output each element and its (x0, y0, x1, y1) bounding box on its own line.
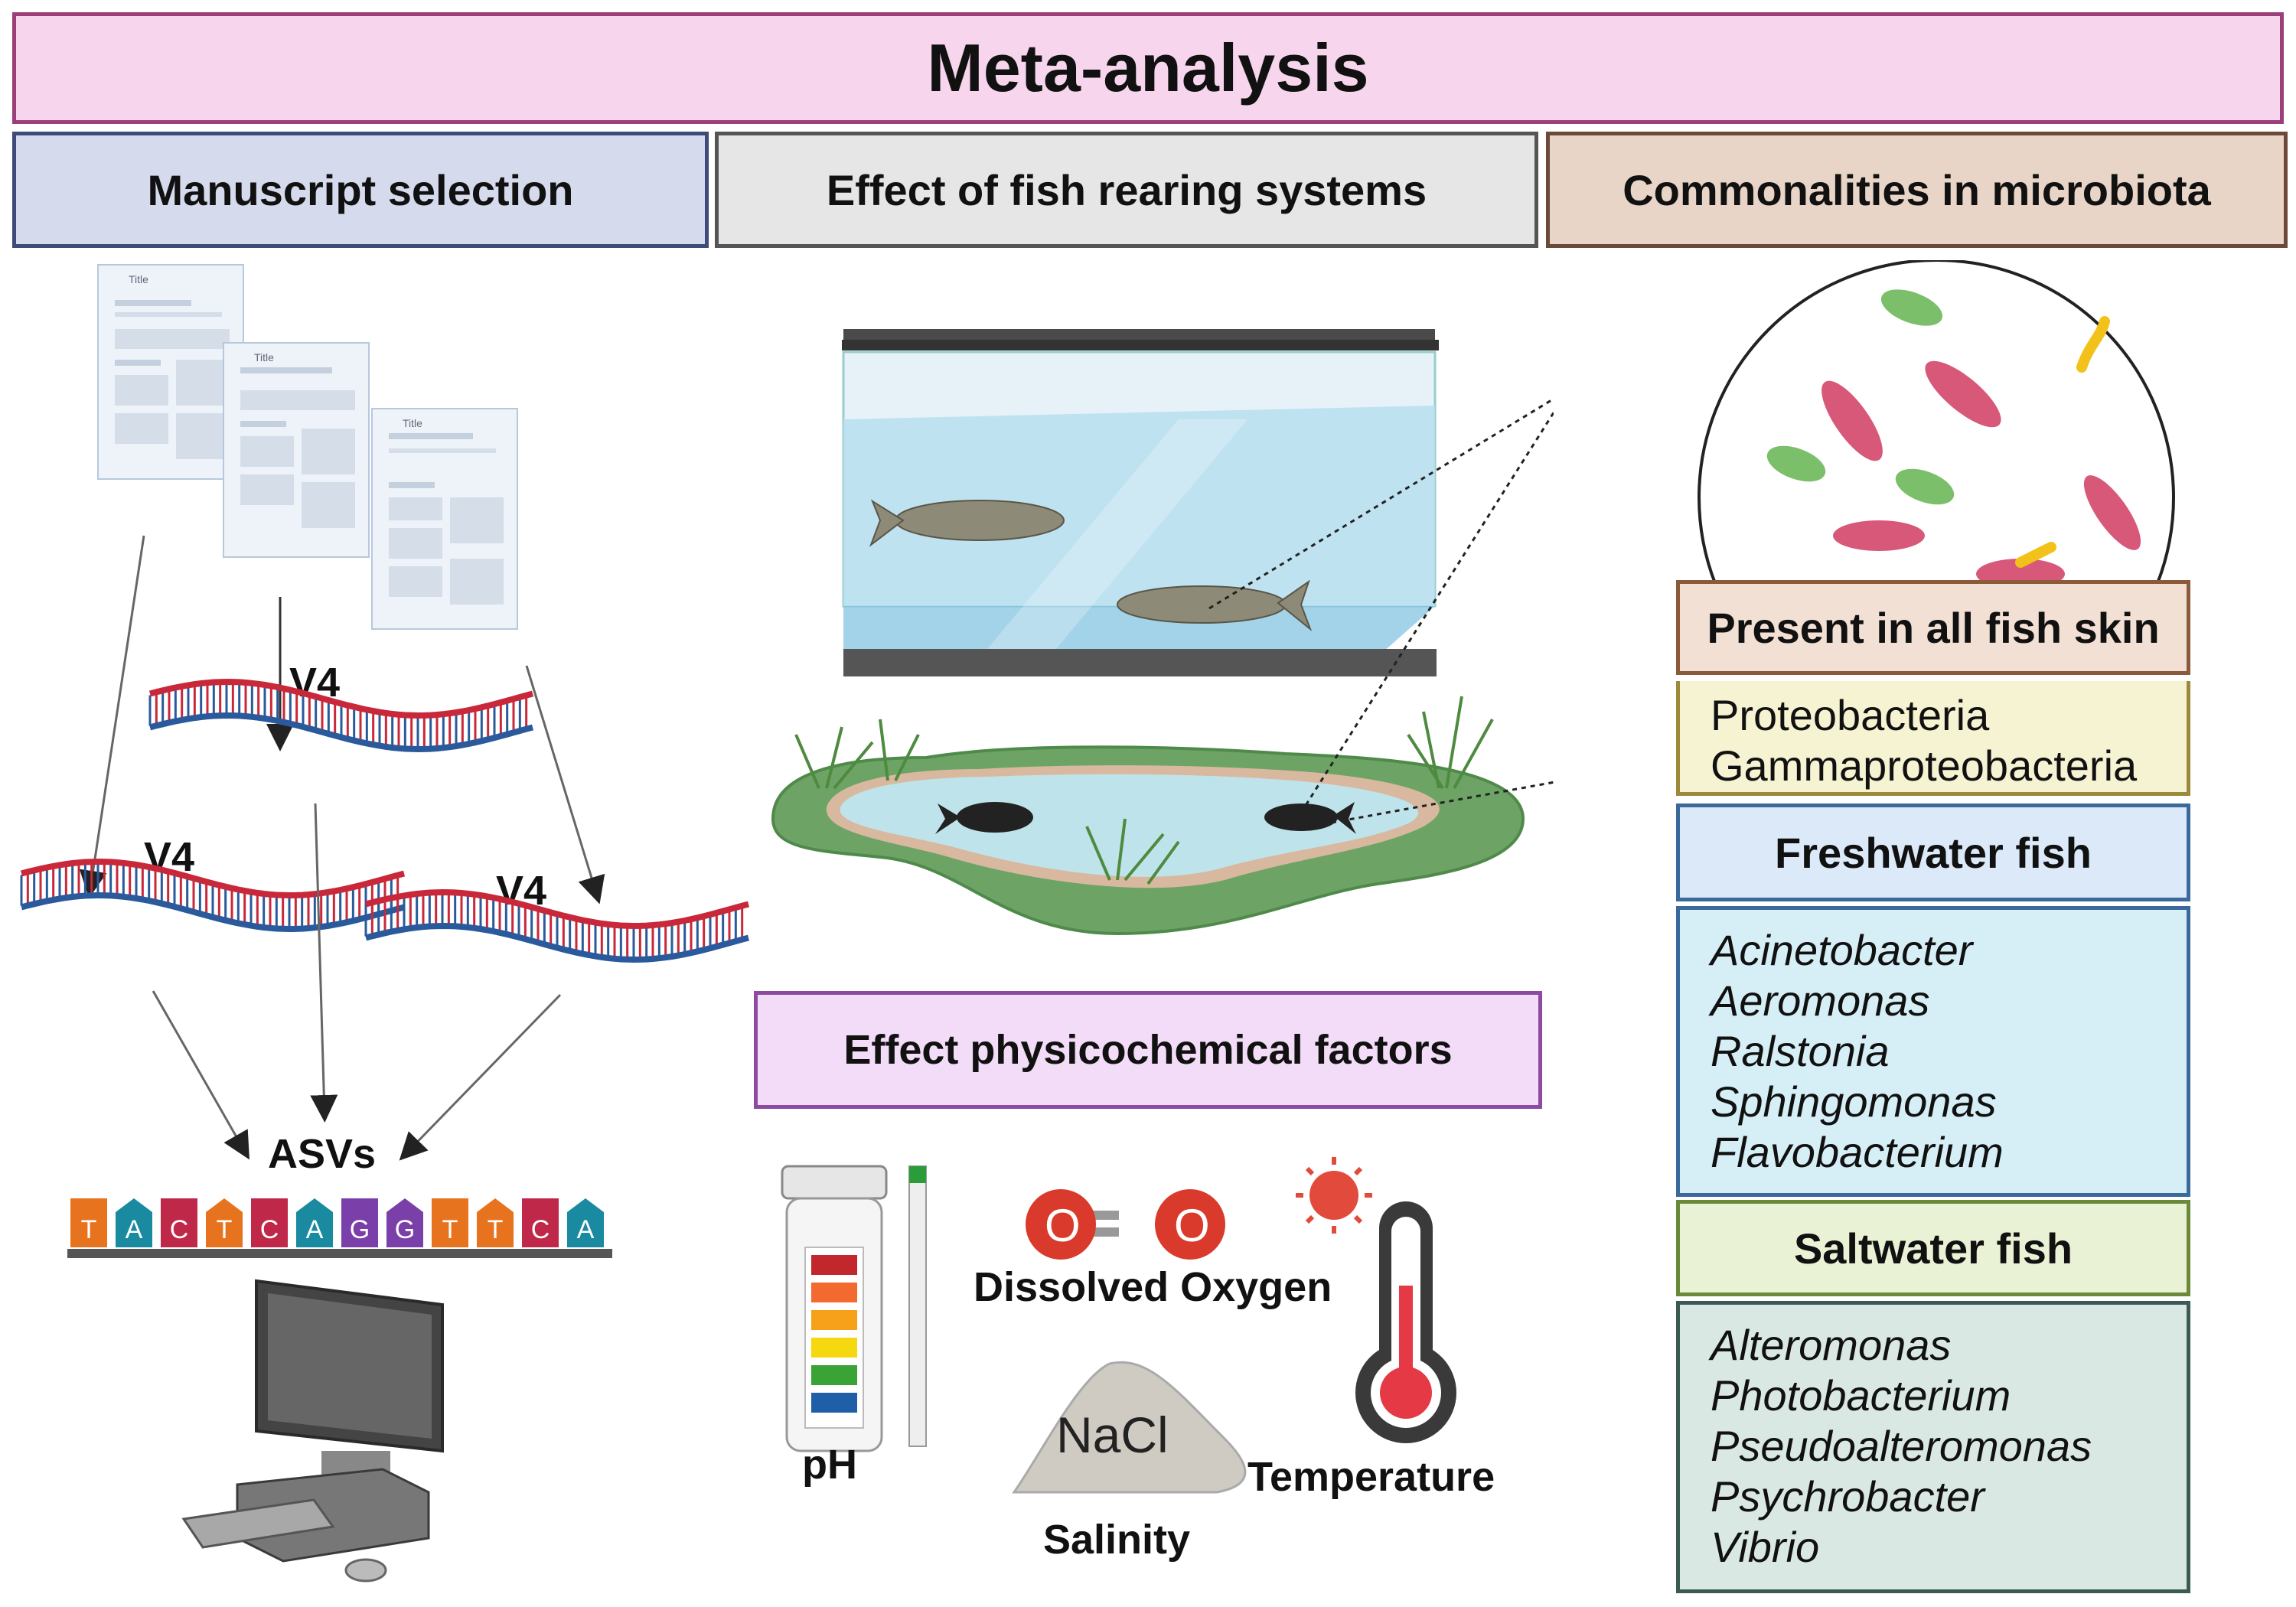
svg-text:O: O (1174, 1200, 1210, 1251)
nucleotide-tag: A (296, 1198, 333, 1247)
saltwater-list: Alteromonas Photobacterium Pseudoalteromon… (1676, 1301, 2190, 1593)
rearing-systems-illustration (771, 329, 1554, 936)
skin-panel: Present in all fish skin Proteobacteria G… (1676, 580, 2190, 796)
fish-icon (1117, 579, 1313, 632)
nucleotide-tag: G (341, 1198, 378, 1247)
header-manuscript-selection: Manuscript selection (12, 132, 709, 248)
dna-strand-icon (20, 858, 406, 933)
oxygen-molecule-icon: O O (1026, 1189, 1225, 1260)
header-rearing-systems: Effect of fish rearing systems (715, 132, 1538, 248)
nucleotide-tag: C (251, 1198, 288, 1247)
svg-text:Title: Title (129, 273, 148, 285)
document-icon: Title (97, 264, 244, 480)
microbiota-zoom-icon (1698, 260, 2175, 597)
svg-text:T: T (442, 1215, 458, 1244)
dna-strand-icon (364, 888, 750, 963)
freshwater-panel: Freshwater fish Acinetobacter Aeromonas Ra… (1676, 804, 2190, 1197)
temperature-label: Temperature (1247, 1454, 1495, 1500)
aquarium-icon (842, 329, 1439, 676)
nucleotide-tag: C (522, 1198, 559, 1247)
svg-text:A: A (126, 1215, 143, 1244)
document-icon: Title (371, 408, 518, 630)
skin-list: Proteobacteria Gammaproteobacteria (1676, 681, 2190, 796)
sun-icon (1296, 1157, 1372, 1234)
nucleotide-tag: T (432, 1198, 468, 1247)
document-icon: Title (223, 342, 370, 558)
asv-baseline (67, 1249, 612, 1258)
freshwater-item: Flavobacterium (1711, 1128, 2004, 1176)
svg-text:T: T (81, 1215, 97, 1244)
ph-bottle-icon (781, 1165, 927, 1452)
saltwater-item: Vibrio (1711, 1523, 1820, 1571)
svg-text:A: A (306, 1215, 324, 1244)
svg-text:T: T (217, 1215, 233, 1244)
svg-text:Title: Title (403, 417, 422, 429)
manuscript-pipeline: Title Title Title V4 V4 V4 ASVs (20, 264, 750, 1583)
saltwater-item: Photobacterium (1711, 1371, 2011, 1420)
freshwater-title: Freshwater fish (1676, 804, 2190, 901)
nucleotide-tag: T (477, 1198, 514, 1247)
saltwater-item: Alteromonas (1711, 1321, 1952, 1369)
nucleotide-tag: T (206, 1198, 243, 1247)
saltwater-item: Pseudoalteromonas (1711, 1422, 2092, 1470)
pond-icon (771, 696, 1525, 936)
freshwater-list: Acinetobacter Aeromonas Ralstonia Sphingomo… (1676, 906, 2190, 1197)
skin-item: Gammaproteobacteria (1711, 742, 2138, 790)
fish-icon (869, 499, 1065, 547)
ph-label: pH (802, 1442, 857, 1488)
dissolved-oxygen-label: Dissolved Oxygen (974, 1264, 1332, 1310)
freshwater-item: Sphingomonas (1711, 1077, 1997, 1126)
freshwater-item: Aeromonas (1711, 976, 1930, 1025)
freshwater-item: Ralstonia (1711, 1027, 1890, 1075)
skin-title: Present in all fish skin (1676, 580, 2190, 675)
asv-label: ASVs (268, 1131, 376, 1177)
saltwater-title: Saltwater fish (1676, 1200, 2190, 1296)
svg-text:G: G (350, 1215, 370, 1244)
svg-text:A: A (577, 1215, 595, 1244)
nucleotide-tag: C (161, 1198, 197, 1247)
svg-text:T: T (488, 1215, 504, 1244)
svg-text:C: C (170, 1215, 189, 1244)
nucleotide-tag: T (70, 1198, 107, 1247)
computer-icon (181, 1279, 444, 1583)
nucleotide-tag: A (567, 1198, 604, 1247)
salt-pile-icon (1012, 1361, 1247, 1494)
svg-text:C: C (260, 1215, 279, 1244)
physicochemical-icons: pH O O Dissolved Oxygen NaCl Salinity Te… (781, 1157, 1495, 1563)
header-commonalities: Commonalities in microbiota (1546, 132, 2288, 248)
svg-text:C: C (531, 1215, 550, 1244)
svg-text:G: G (395, 1215, 415, 1244)
saltwater-item: Psychrobacter (1711, 1472, 1985, 1521)
salinity-label: Salinity (1043, 1517, 1190, 1563)
freshwater-item: Acinetobacter (1711, 926, 1973, 974)
skin-item: Proteobacteria (1711, 691, 1990, 739)
thermometer-icon (1355, 1201, 1456, 1443)
page-title: Meta-analysis (12, 12, 2284, 124)
saltwater-panel: Saltwater fish Alteromonas Photobacterium… (1676, 1200, 2190, 1593)
nacl-label: NaCl (1056, 1407, 1169, 1463)
svg-text:O: O (1045, 1200, 1081, 1251)
physicochemical-title: Effect physicochemical factors (754, 991, 1542, 1109)
nucleotide-tag: G (386, 1198, 423, 1247)
nucleotide-tag: A (116, 1198, 152, 1247)
svg-text:Title: Title (254, 351, 274, 363)
dna-strand-icon (148, 678, 534, 753)
